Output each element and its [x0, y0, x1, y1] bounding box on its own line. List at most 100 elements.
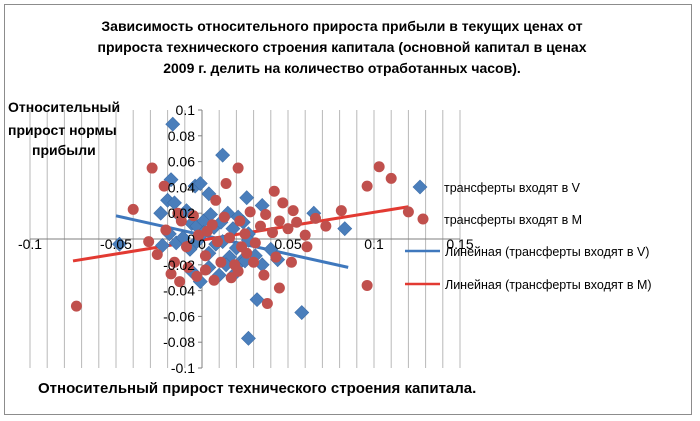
data-points — [70, 116, 414, 346]
data-point-m — [168, 256, 180, 268]
data-point-v — [167, 195, 182, 211]
chart-frame — [4, 4, 692, 415]
data-point-m — [208, 274, 220, 286]
data-point-v — [215, 147, 231, 163]
data-point-v — [165, 116, 181, 132]
legend-label-m: трансферты входят в М — [444, 213, 582, 227]
legend-label-trend-v: Линейная (трансферты входят в V) — [445, 245, 649, 259]
data-point-v — [239, 190, 255, 206]
chart-title-line-2: прироста технического строения капитала … — [98, 39, 587, 55]
data-point-m — [270, 251, 282, 263]
data-point-m — [373, 161, 385, 173]
data-point-m — [385, 172, 397, 184]
data-point-m — [249, 237, 261, 249]
data-point-m — [127, 203, 139, 215]
y-tick-label: 0.06 — [168, 154, 195, 170]
data-point-m — [402, 206, 414, 218]
y-axis-label-line-1: Относительный — [8, 99, 120, 115]
y-tick-label: 0 — [187, 231, 195, 247]
data-point-m — [261, 298, 273, 309]
y-tick-label: -0.08 — [163, 334, 195, 350]
data-point-m — [248, 256, 260, 268]
data-point-m — [244, 206, 256, 218]
data-point-m — [267, 227, 279, 239]
data-point-m — [361, 180, 373, 192]
y-tick-label: -0.04 — [163, 283, 195, 299]
tick-labels: -0.1-0.08-0.06-0.04-0.0200.020.040.060.0… — [18, 102, 474, 376]
data-point-m — [291, 216, 303, 228]
x-axis-label: Относительный прирост технического строе… — [38, 380, 476, 397]
data-point-m — [199, 264, 211, 276]
legend-marker-m — [417, 213, 429, 225]
data-point-m — [224, 232, 236, 244]
data-point-m — [220, 178, 232, 190]
y-tick-label: 0.04 — [168, 179, 195, 195]
data-point-m — [151, 248, 163, 260]
x-tick-label: -0.1 — [18, 236, 42, 252]
y-axis-label-line-3: прибыли — [32, 142, 96, 158]
data-point-m — [287, 205, 299, 217]
data-point-m — [361, 279, 373, 291]
data-point-v — [241, 330, 256, 346]
data-point-m — [273, 282, 285, 294]
data-point-m — [285, 256, 297, 268]
x-tick-label: 0.15 — [446, 236, 473, 252]
legend-label-v: трансферты входят в V — [444, 181, 581, 195]
data-point-m — [236, 241, 248, 253]
data-point-v — [294, 305, 310, 320]
data-point-m — [181, 241, 193, 253]
data-point-m — [70, 300, 82, 312]
data-point-m — [210, 194, 222, 206]
x-tick-label: 0 — [198, 236, 206, 252]
data-point-m — [143, 236, 155, 248]
data-point-m — [182, 261, 194, 273]
chart-title-line-3: 2009 г. делить на количество отработанны… — [163, 60, 521, 76]
data-point-m — [268, 185, 280, 197]
data-point-m — [165, 268, 177, 280]
y-tick-label: 0.1 — [176, 102, 196, 118]
chart-title-line-1: Зависимость относительного прироста приб… — [101, 18, 582, 34]
data-point-m — [282, 223, 294, 235]
data-point-m — [234, 215, 246, 227]
y-tick-label: -0.06 — [163, 308, 195, 324]
data-point-v — [112, 236, 127, 252]
data-point-m — [301, 241, 313, 253]
data-point-m — [172, 207, 184, 219]
data-point-m — [239, 228, 251, 240]
data-point-m — [191, 270, 203, 282]
data-point-m — [258, 269, 270, 281]
data-point-m — [218, 211, 230, 223]
y-tick-label: 0.08 — [168, 128, 195, 144]
y-axis-label: Относительный прирост нормы прибыли — [8, 99, 120, 158]
data-point-m — [199, 250, 211, 262]
data-point-m — [232, 162, 244, 174]
x-tick-label: 0.1 — [364, 236, 384, 252]
data-point-m — [232, 265, 244, 277]
data-point-v — [155, 238, 170, 253]
data-point-m — [211, 236, 223, 248]
data-point-m — [299, 229, 311, 241]
data-point-m — [201, 225, 213, 237]
legend-label-trend-m: Линейная (трансферты входят в М) — [445, 278, 652, 292]
data-point-m — [158, 180, 170, 192]
data-point-v — [153, 205, 169, 221]
y-tick-label: -0.02 — [163, 257, 195, 273]
legend-marker-v — [412, 179, 428, 195]
x-tick-label: -0.05 — [100, 236, 132, 252]
data-point-m — [160, 224, 172, 236]
y-tick-label: 0.02 — [168, 205, 195, 221]
data-point-v — [203, 207, 219, 222]
x-tick-label: 0.05 — [274, 236, 301, 252]
data-point-v — [249, 292, 265, 308]
data-point-m — [277, 197, 289, 209]
data-point-m — [260, 208, 272, 220]
data-point-m — [310, 212, 322, 224]
data-point-m — [335, 205, 347, 217]
data-point-m — [187, 210, 199, 222]
data-point-v — [337, 221, 353, 237]
y-tick-label: -0.1 — [171, 360, 195, 376]
data-point-m — [146, 162, 158, 174]
data-point-m — [225, 272, 237, 284]
data-point-m — [174, 276, 186, 288]
